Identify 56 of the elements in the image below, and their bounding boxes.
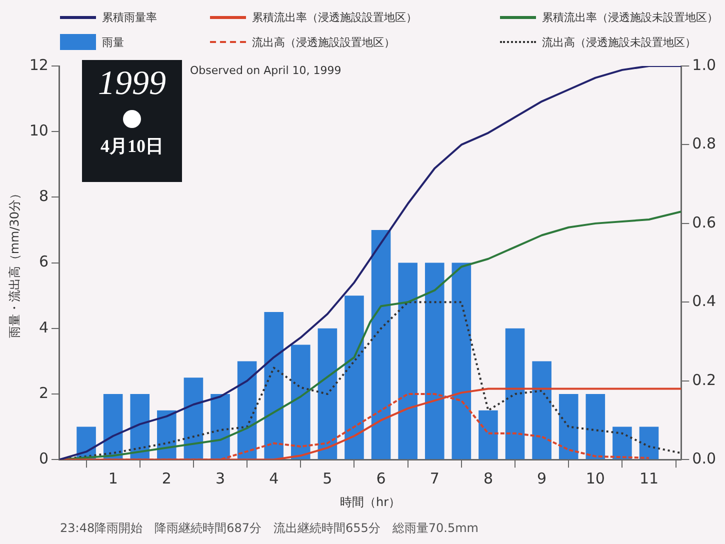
bar [639, 426, 659, 460]
y-tick-label: 4 [38, 318, 48, 336]
y-tick-label: 12 [29, 56, 48, 74]
bar [532, 361, 552, 460]
y-tick-label: 8 [38, 187, 48, 206]
legend-label: 累積雨量率 [102, 10, 157, 25]
y-tick-label: 6 [38, 252, 48, 271]
x-axis-title: 時間（hr） [340, 494, 401, 509]
x-tick-label: 8 [483, 469, 493, 488]
annotation: 4月10日 [100, 135, 164, 158]
bar [424, 262, 444, 460]
y2-tick-label: 0.4 [692, 292, 716, 310]
bar [318, 328, 338, 460]
bar [291, 344, 310, 460]
x-tick-label: 5 [322, 469, 332, 488]
x-tick-label: 4 [269, 469, 279, 488]
bar [184, 378, 204, 460]
y2-tick-label: 0.8 [692, 134, 716, 153]
y2-tick-label: 0.2 [692, 370, 716, 389]
y2-tick-label: 1.0 [692, 56, 716, 74]
y-axis-title: 雨量・流出高（mm/30分） [7, 187, 22, 338]
x-tick-label: 6 [376, 469, 386, 488]
bar [398, 262, 418, 460]
x-tick-label: 1 [108, 469, 118, 488]
bar [558, 394, 578, 460]
x-tick-label: 9 [537, 469, 547, 488]
x-tick-label: 2 [162, 469, 172, 488]
legend-label: 累積流出率（浸透施設未設置地区） [542, 10, 718, 25]
y-tick-label: 0 [38, 449, 48, 468]
text: 23:48降雨開始 降雨継続時間687分 流出継続時間655分 総雨量70.5mm [60, 520, 478, 537]
x-tick-label: 7 [430, 469, 440, 488]
x-tick-label: 3 [215, 469, 226, 488]
annotation: Observed on April 10, 1999 [190, 64, 342, 77]
bar [210, 394, 230, 460]
legend-label: 累積流出率（浸透施設設置地区） [252, 10, 417, 25]
bar [264, 312, 284, 460]
y2-tick-label: 0.6 [692, 213, 716, 232]
bar [371, 230, 391, 460]
bar [237, 361, 257, 460]
legend-label: 流出高（浸透施設未設置地区） [542, 34, 696, 50]
bar [586, 394, 606, 460]
y2-tick-label: 0.0 [692, 449, 716, 468]
bar [344, 296, 364, 460]
legend-label: 雨量 [102, 34, 124, 50]
bar [130, 394, 150, 460]
bar [478, 410, 498, 460]
annotation: 1999 [97, 64, 167, 104]
y-tick-label: 10 [29, 121, 48, 140]
bar [612, 426, 632, 460]
legend-label: 流出高（浸透施設設置地区） [252, 34, 395, 50]
bar [103, 394, 123, 460]
bar [452, 262, 472, 460]
bar [505, 328, 525, 460]
y-tick-label: 2 [38, 384, 48, 402]
x-tick-label: 10 [586, 469, 605, 488]
x-tick-label: 11 [639, 469, 659, 488]
